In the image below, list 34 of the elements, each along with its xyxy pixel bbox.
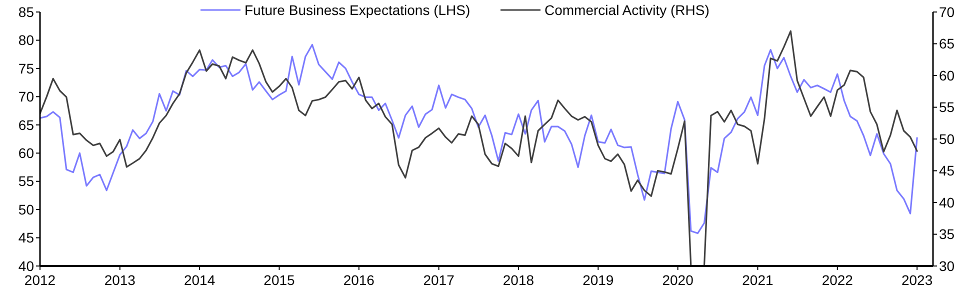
- y-tick-label: 85: [18, 4, 34, 20]
- x-tick-label: 2017: [423, 272, 455, 288]
- y2-tick-label: 60: [939, 67, 955, 84]
- y-tick-label: 70: [18, 88, 34, 105]
- x-tick-label: 2013: [104, 272, 136, 288]
- y-tick-label: 40: [18, 258, 34, 274]
- y-tick-label: 60: [18, 145, 34, 162]
- y-tick-label: 75: [18, 60, 34, 76]
- x-tick-label: 2015: [264, 272, 296, 288]
- y2-tick-label: 65: [939, 36, 955, 52]
- line-series: [40, 44, 918, 234]
- legend-label: Future Business Expectations (LHS): [244, 2, 470, 18]
- y2-tick-label: 40: [939, 194, 955, 210]
- y2-tick-label: 30: [939, 258, 955, 274]
- y2-tick-label: 45: [939, 162, 955, 179]
- x-tick-label: 2014: [184, 272, 216, 288]
- y2-tick-label: 35: [939, 226, 955, 242]
- y2-tick-label: 50: [939, 130, 955, 147]
- x-tick-label: 2016: [343, 272, 375, 288]
- x-tick-label: 2020: [662, 272, 694, 288]
- x-tick-label: 2019: [582, 272, 614, 288]
- x-tick-label: 2023: [901, 272, 933, 288]
- x-tick-label: 2021: [742, 272, 774, 288]
- x-tick-label: 2022: [822, 272, 854, 288]
- y-tick-label: 55: [18, 173, 34, 190]
- y-tick-label: 65: [18, 116, 34, 133]
- y-tick-label: 80: [18, 32, 34, 48]
- y-tick-label: 45: [18, 230, 34, 246]
- y2-tick-label: 70: [939, 4, 955, 20]
- y-tick-label: 50: [18, 201, 34, 218]
- x-tick-label: 2012: [24, 272, 56, 288]
- x-tick-label: 2018: [502, 272, 534, 288]
- y2-tick-label: 55: [939, 99, 955, 116]
- legend-label: Commercial Activity (RHS): [544, 2, 710, 18]
